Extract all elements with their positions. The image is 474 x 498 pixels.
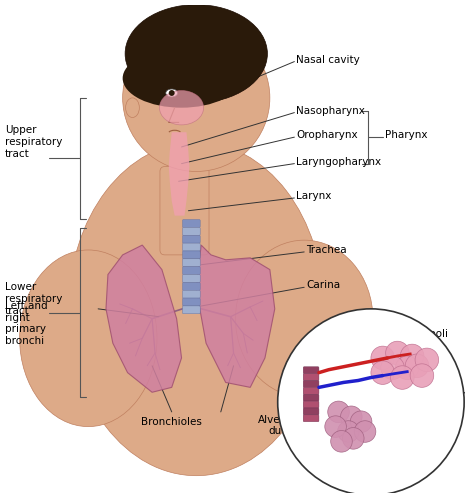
Text: Pharynx: Pharynx: [385, 130, 427, 140]
Text: Oropharynx: Oropharynx: [296, 130, 358, 140]
Text: Alveolar
duct: Alveolar duct: [258, 415, 301, 436]
Ellipse shape: [19, 250, 157, 427]
FancyBboxPatch shape: [182, 306, 200, 314]
FancyBboxPatch shape: [303, 401, 319, 408]
Circle shape: [325, 416, 346, 437]
Text: Bronchioles: Bronchioles: [141, 417, 202, 427]
Ellipse shape: [236, 240, 373, 397]
FancyBboxPatch shape: [182, 282, 200, 290]
Polygon shape: [196, 245, 275, 387]
FancyBboxPatch shape: [182, 266, 200, 274]
Circle shape: [391, 366, 414, 389]
FancyBboxPatch shape: [182, 259, 200, 266]
Polygon shape: [106, 245, 182, 392]
Circle shape: [415, 348, 438, 372]
Text: Alveoli: Alveoli: [414, 329, 449, 339]
Circle shape: [381, 356, 404, 379]
Circle shape: [410, 364, 434, 387]
Text: Upper
respiratory
tract: Upper respiratory tract: [5, 125, 62, 159]
Text: Larynx: Larynx: [296, 191, 332, 201]
Text: Alveolar
sac: Alveolar sac: [307, 458, 350, 480]
Text: Capillary: Capillary: [419, 390, 465, 400]
Text: Lower
respiratory
tract: Lower respiratory tract: [5, 282, 62, 316]
FancyBboxPatch shape: [182, 274, 200, 282]
Circle shape: [331, 431, 352, 452]
Text: Left and
right
primary
bronchi: Left and right primary bronchi: [5, 301, 47, 346]
Text: Nasal cavity: Nasal cavity: [296, 55, 360, 65]
Circle shape: [350, 411, 372, 432]
FancyBboxPatch shape: [303, 374, 319, 380]
Circle shape: [386, 341, 409, 365]
Circle shape: [343, 428, 364, 449]
FancyBboxPatch shape: [182, 243, 200, 251]
Ellipse shape: [123, 49, 240, 108]
FancyBboxPatch shape: [303, 394, 319, 401]
Circle shape: [401, 344, 424, 368]
FancyBboxPatch shape: [303, 387, 319, 394]
FancyBboxPatch shape: [182, 290, 200, 298]
Ellipse shape: [159, 91, 204, 125]
Ellipse shape: [126, 98, 139, 118]
FancyBboxPatch shape: [303, 380, 319, 387]
Circle shape: [340, 406, 362, 428]
Ellipse shape: [69, 142, 324, 476]
FancyBboxPatch shape: [303, 367, 319, 374]
Text: Trachea: Trachea: [306, 245, 347, 255]
Text: Nasopharynx: Nasopharynx: [296, 106, 365, 116]
Text: Carina: Carina: [306, 280, 340, 290]
FancyBboxPatch shape: [182, 251, 200, 259]
Circle shape: [354, 421, 376, 442]
Circle shape: [371, 346, 394, 370]
FancyBboxPatch shape: [182, 235, 200, 243]
Circle shape: [328, 401, 349, 423]
FancyBboxPatch shape: [303, 415, 319, 422]
Circle shape: [395, 356, 419, 379]
Ellipse shape: [125, 4, 267, 103]
Circle shape: [337, 421, 359, 442]
FancyBboxPatch shape: [182, 298, 200, 306]
FancyBboxPatch shape: [303, 408, 319, 415]
FancyBboxPatch shape: [182, 220, 200, 228]
Circle shape: [405, 354, 429, 377]
FancyBboxPatch shape: [160, 166, 209, 255]
Circle shape: [278, 309, 464, 496]
Circle shape: [371, 361, 394, 384]
Circle shape: [123, 24, 270, 171]
Ellipse shape: [166, 89, 178, 97]
Text: Laryngopharynx: Laryngopharynx: [296, 157, 382, 167]
FancyBboxPatch shape: [182, 228, 200, 235]
Circle shape: [169, 90, 174, 96]
